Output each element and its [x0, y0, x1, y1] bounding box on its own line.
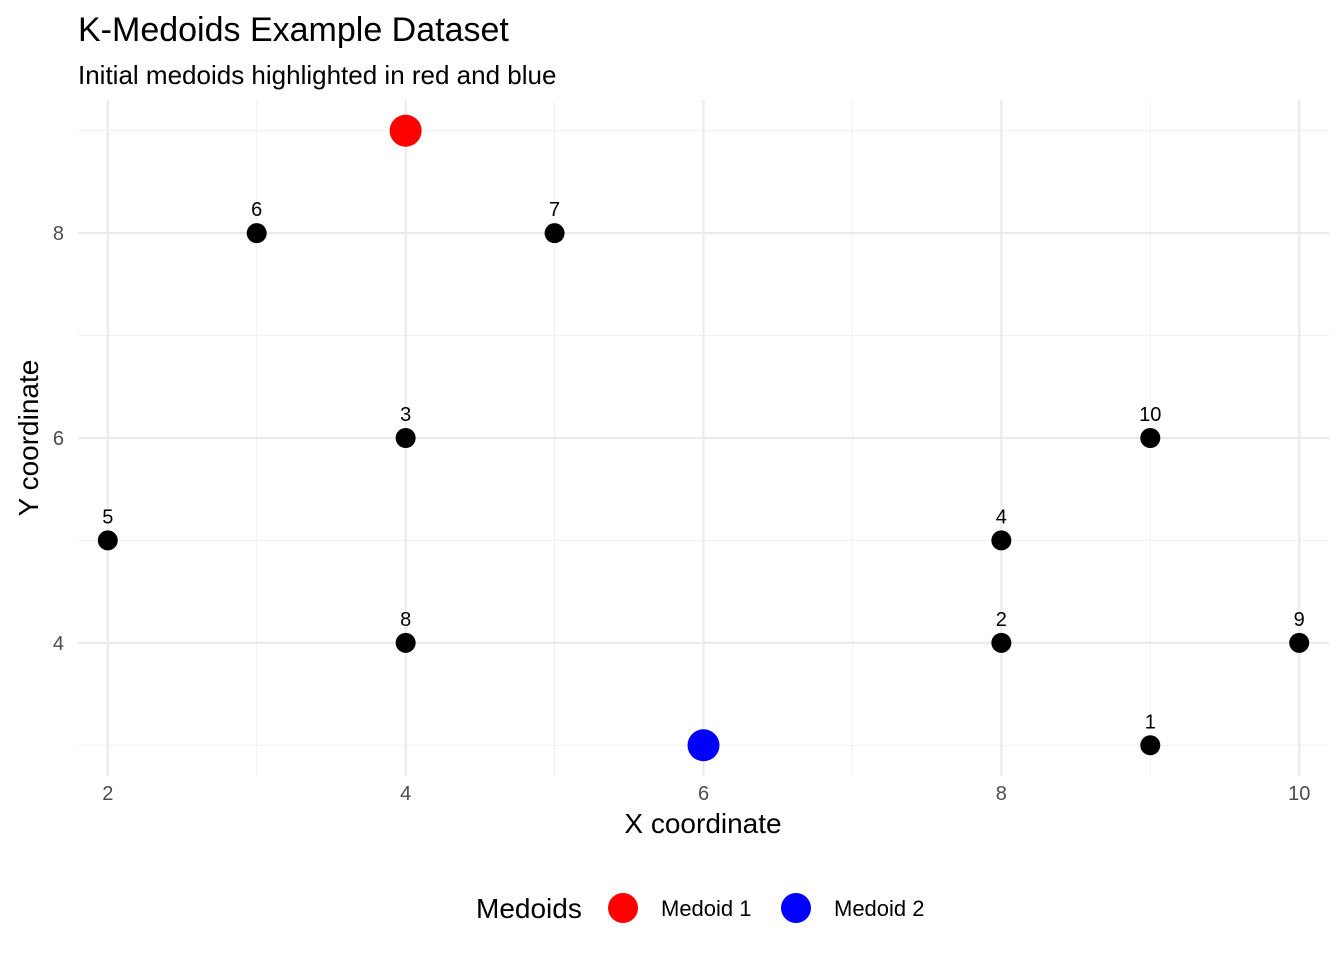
x-tick-label: 2	[102, 783, 113, 805]
data-point	[544, 223, 565, 244]
point-label: 6	[251, 199, 262, 221]
y-tick-label: 8	[53, 223, 64, 245]
x-axis-ticks: 2 4 6 8 10	[102, 783, 1310, 805]
data-point	[395, 428, 416, 448]
medoid-point-2	[687, 729, 720, 762]
point-label: 4	[996, 506, 1007, 528]
chart-subtitle: Initial medoids highlighted in red and b…	[78, 60, 556, 90]
data-point	[395, 632, 416, 653]
x-tick-label: 4	[400, 783, 411, 805]
x-axis-title: X coordinate	[624, 808, 781, 839]
data-point	[991, 632, 1012, 653]
legend-label-medoid-1: Medoid 1	[661, 896, 752, 921]
data-point	[1289, 632, 1310, 653]
point-label: 10	[1139, 404, 1161, 426]
data-point	[97, 530, 118, 551]
point-label: 1	[1145, 711, 1156, 733]
data-point	[1140, 428, 1161, 448]
data-point	[246, 223, 267, 244]
data-point	[1140, 735, 1161, 756]
data-points: 1 2 3 4 5 6 7 8 9 10	[97, 199, 1310, 756]
x-tick-label: 6	[698, 783, 709, 805]
x-tick-label: 8	[996, 783, 1007, 805]
medoid-point-1	[389, 114, 422, 147]
point-label: 5	[102, 506, 113, 528]
data-point	[991, 530, 1012, 551]
legend-swatch-medoid-1	[608, 893, 638, 923]
point-label: 7	[549, 199, 560, 221]
point-label: 3	[400, 404, 411, 426]
point-label: 2	[996, 609, 1007, 631]
y-axis-title: Y coordinate	[13, 360, 44, 517]
legend-swatch-medoid-2	[781, 893, 811, 923]
medoid-points	[389, 114, 720, 762]
point-label: 9	[1294, 609, 1305, 631]
y-tick-label: 6	[53, 428, 64, 450]
grid	[78, 100, 1329, 776]
chart-title: K-Medoids Example Dataset	[78, 11, 509, 49]
legend-label-medoid-2: Medoid 2	[834, 896, 925, 921]
x-tick-label: 10	[1288, 783, 1310, 805]
y-tick-label: 4	[53, 633, 64, 655]
legend-title: Medoids	[476, 893, 582, 924]
legend: Medoids Medoid 1 Medoid 2	[476, 893, 925, 924]
y-axis-ticks: 4 6 8	[53, 223, 64, 655]
point-label: 8	[400, 609, 411, 631]
